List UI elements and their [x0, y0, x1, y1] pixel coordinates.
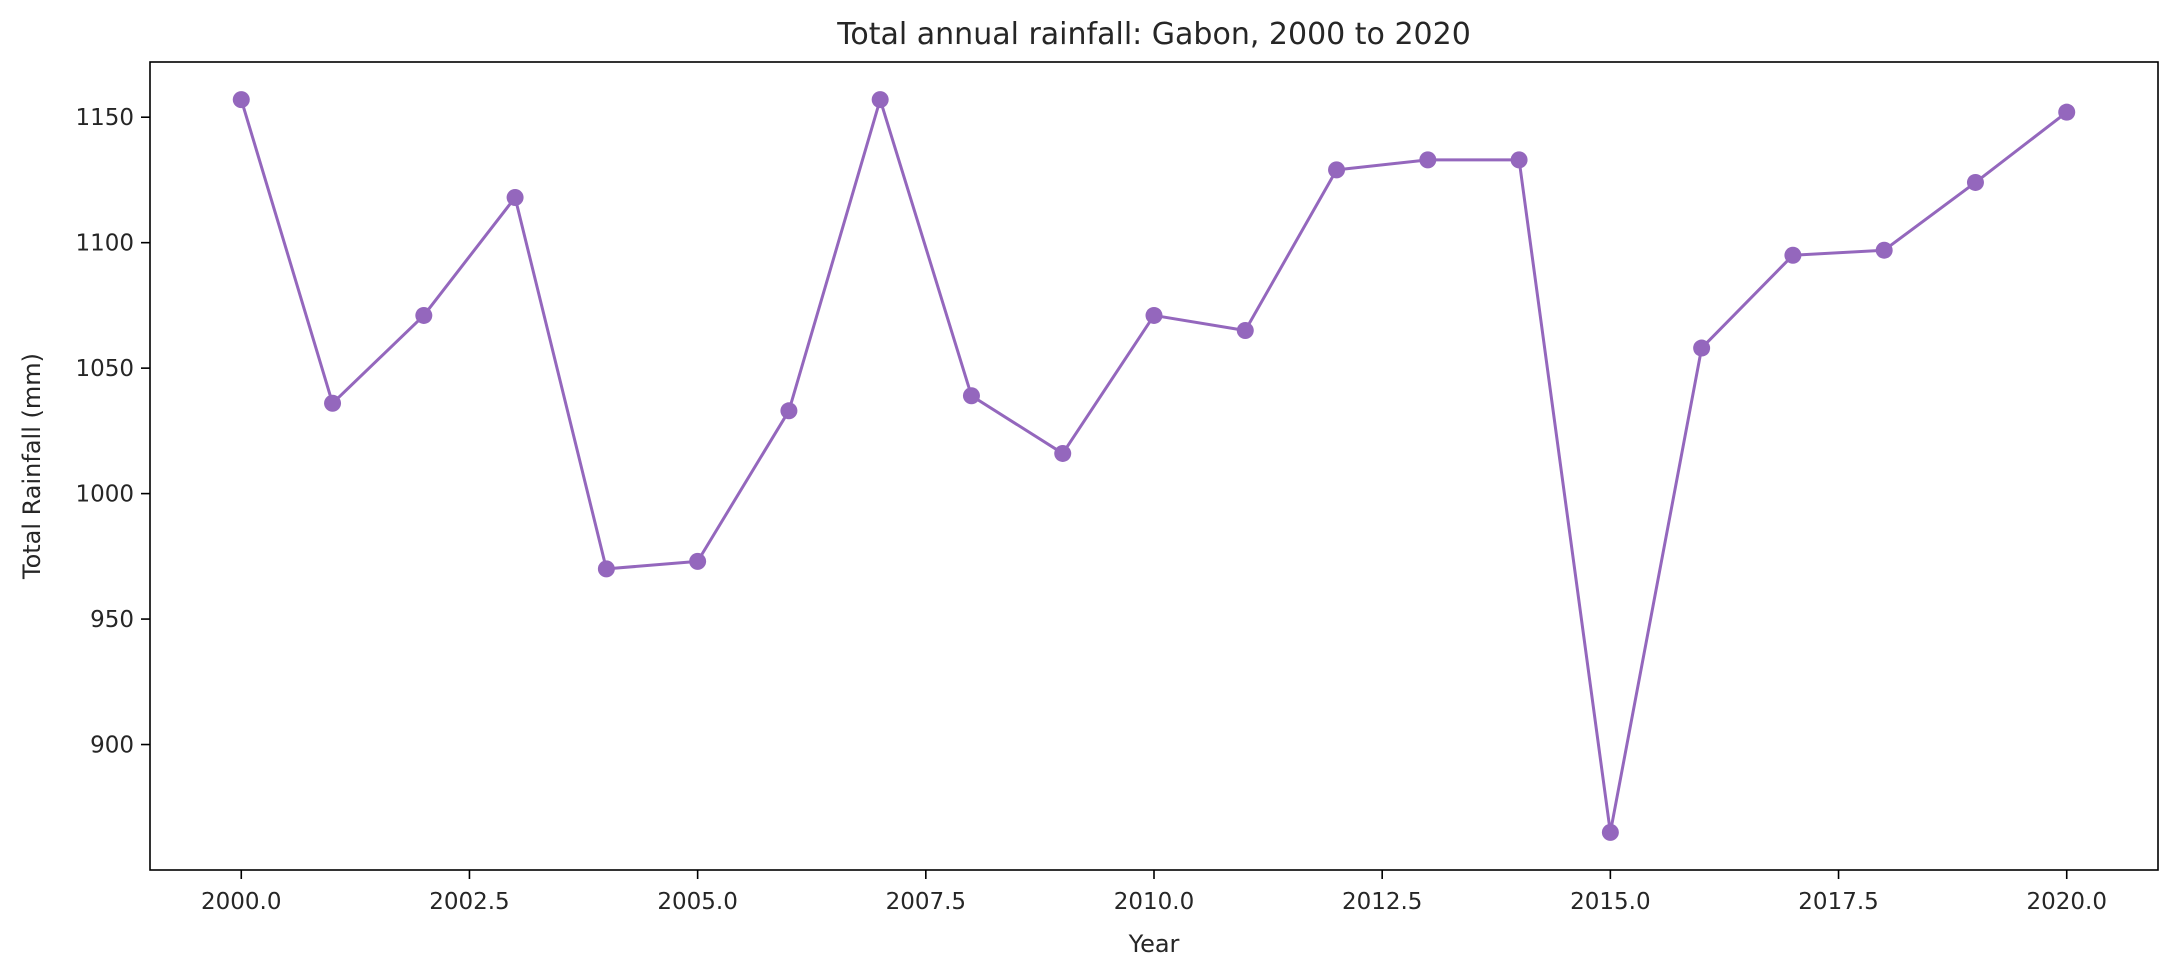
data-point [1784, 246, 1802, 264]
data-point [1236, 321, 1254, 339]
y-axis: 900 950 1000 1050 1100 1150 [75, 105, 150, 759]
x-tick-label: 2015.0 [1570, 889, 1650, 915]
data-point [1875, 241, 1893, 259]
plot-marks [232, 91, 2076, 841]
x-tick-label: 2002.5 [429, 889, 509, 915]
x-axis-label: Year [1128, 930, 1180, 958]
y-tick-label: 950 [90, 607, 134, 633]
chart-title: Total annual rainfall: Gabon, 2000 to 20… [836, 17, 1471, 52]
y-tick-label: 900 [90, 733, 134, 759]
data-point [506, 189, 524, 207]
data-point [1145, 306, 1163, 324]
data-point [1601, 823, 1619, 841]
data-point [780, 402, 798, 420]
data-point [962, 387, 980, 405]
y-tick-label: 1050 [75, 356, 134, 382]
plot-frame [149, 61, 2159, 871]
data-point [324, 394, 342, 412]
x-tick-label: 2017.5 [1798, 889, 1878, 915]
data-point [1510, 151, 1528, 169]
x-axis: 2000.0 2002.5 2005.0 2007.5 2010.0 2012.5 2015… [201, 870, 2107, 915]
data-point [2058, 103, 2076, 121]
data-point [871, 91, 889, 109]
data-point [1966, 173, 1984, 191]
data-point [689, 552, 707, 570]
x-tick-label: 2020.0 [2026, 889, 2106, 915]
y-tick-label: 1000 [75, 482, 134, 508]
data-point [1328, 161, 1346, 179]
data-point [1693, 339, 1711, 357]
x-tick-label: 2010.0 [1114, 889, 1194, 915]
x-tick-label: 2005.0 [657, 889, 737, 915]
y-axis-label: Total Rainfall (mm) [18, 353, 46, 580]
x-tick-label: 2007.5 [886, 889, 966, 915]
series-line [239, 98, 2068, 834]
y-tick-label: 1100 [75, 231, 134, 257]
x-tick-label: 2000.0 [201, 889, 281, 915]
data-point [232, 91, 250, 109]
data-point [1419, 151, 1437, 169]
data-point [1054, 444, 1072, 462]
data-point [597, 560, 615, 578]
y-tick-label: 1150 [75, 105, 134, 131]
x-tick-label: 2012.5 [1342, 889, 1422, 915]
data-point [415, 306, 433, 324]
